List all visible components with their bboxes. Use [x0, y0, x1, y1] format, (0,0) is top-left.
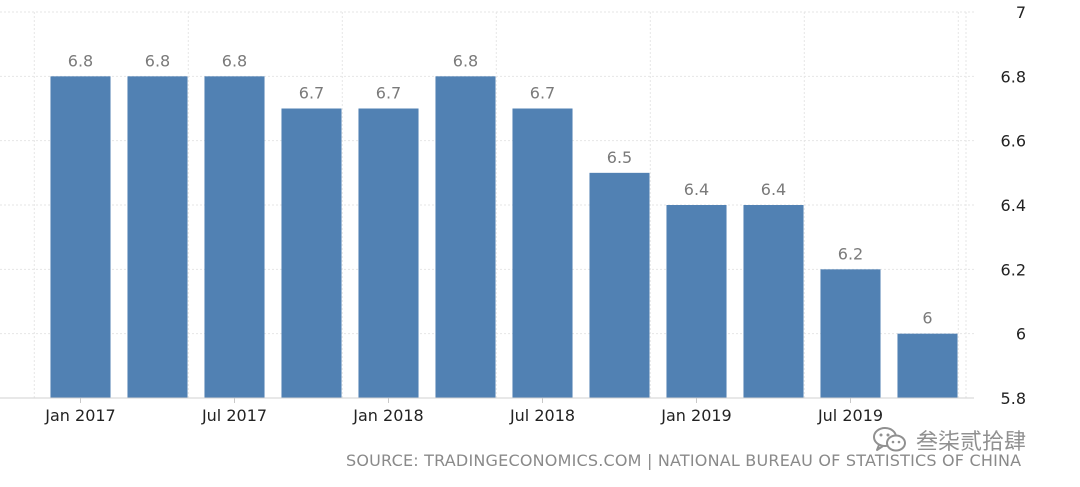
bar [50, 76, 111, 398]
x-tick-label: Jul 2018 [509, 406, 575, 425]
source-note: SOURCE: TRADINGECONOMICS.COM | NATIONAL … [346, 451, 1022, 470]
bar [666, 205, 727, 398]
bar [897, 333, 958, 398]
data-label: 6.8 [145, 51, 170, 70]
data-label: 6.8 [222, 51, 247, 70]
y-tick-label: 6.6 [1001, 132, 1026, 151]
bar [281, 108, 342, 398]
x-tick-label: Jan 2019 [660, 406, 731, 425]
watermark: 叁柒贰拾肆 [872, 424, 1026, 456]
wechat-icon [873, 427, 906, 452]
data-label: 6.8 [68, 51, 93, 70]
data-label: 6.7 [299, 84, 324, 103]
bar [743, 205, 804, 398]
data-label: 6.8 [453, 51, 478, 70]
data-label: 6.7 [376, 84, 401, 103]
y-tick-label: 6.8 [1001, 67, 1026, 86]
x-tick-label: Jul 2019 [817, 406, 883, 425]
x-tick-label: Jul 2017 [201, 406, 267, 425]
y-tick-label: 6.4 [1001, 196, 1026, 215]
bar [358, 108, 419, 398]
y-tick-label: 5.8 [1001, 389, 1026, 408]
bar [204, 76, 265, 398]
watermark-text: 叁柒贰拾肆 [916, 430, 1027, 455]
data-label: 6.2 [838, 244, 863, 263]
data-label: 6.4 [761, 180, 786, 199]
bar [127, 76, 188, 398]
x-tick-label: Jan 2017 [44, 406, 115, 425]
x-tick-label: Jan 2018 [352, 406, 423, 425]
data-label: 6 [922, 309, 932, 328]
bar [512, 108, 573, 398]
bar [820, 269, 881, 398]
data-label: 6.5 [607, 148, 632, 167]
data-label: 6.7 [530, 84, 555, 103]
y-tick-label: 6.2 [1001, 260, 1026, 279]
bar [589, 172, 650, 398]
data-label: 6.4 [684, 180, 709, 199]
y-tick-label: 7 [1016, 3, 1026, 22]
bar [435, 76, 496, 398]
y-tick-label: 6 [1016, 325, 1026, 344]
